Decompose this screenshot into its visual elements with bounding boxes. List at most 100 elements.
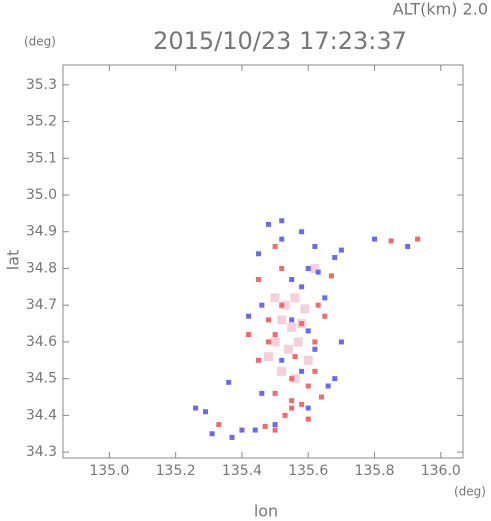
data-point — [272, 427, 278, 433]
data-point — [299, 229, 305, 235]
data-point — [305, 405, 311, 411]
data-point — [270, 337, 280, 347]
data-point — [310, 263, 320, 273]
data-point — [256, 357, 262, 363]
y-tick-label: 34.5 — [26, 371, 57, 387]
x-tick-label: 136.0 — [421, 463, 461, 479]
data-point — [328, 273, 334, 279]
y-axis-label: lat — [4, 250, 23, 271]
x-axis-label: lon — [254, 502, 278, 521]
data-point — [272, 332, 278, 338]
data-point — [312, 243, 318, 249]
data-point — [259, 390, 265, 396]
data-point — [312, 368, 318, 374]
data-point — [262, 423, 268, 429]
data-point — [299, 321, 305, 327]
data-point — [216, 422, 222, 428]
data-point — [315, 302, 321, 308]
data-point — [312, 339, 318, 345]
y-tick-label: 34.6 — [26, 334, 57, 350]
data-point — [256, 251, 262, 257]
x-tick-label: 135.6 — [288, 463, 328, 479]
data-point — [279, 357, 285, 363]
data-point — [338, 339, 344, 345]
data-point — [279, 218, 285, 224]
data-point — [325, 383, 331, 389]
data-point — [318, 394, 324, 400]
data-point — [305, 416, 311, 422]
data-point — [312, 346, 318, 352]
y-tick-label: 34.8 — [26, 260, 57, 276]
data-point — [265, 339, 271, 345]
data-point — [272, 422, 278, 428]
data-point — [270, 293, 280, 303]
data-point — [252, 427, 258, 433]
data-point — [388, 238, 394, 244]
data-point — [282, 412, 288, 418]
plot-frame — [62, 64, 464, 459]
data-point — [277, 315, 287, 325]
data-point — [283, 344, 293, 354]
y-tick-label: 34.4 — [26, 407, 57, 423]
data-point — [289, 398, 295, 404]
y-unit: (deg) — [24, 35, 56, 49]
data-point — [265, 317, 271, 323]
data-point — [193, 405, 199, 411]
y-tick-label: 34.9 — [26, 224, 57, 240]
y-tick-label: 34.7 — [26, 297, 57, 313]
data-point — [277, 366, 287, 376]
data-point — [246, 313, 252, 319]
y-tick-label: 35.3 — [26, 77, 57, 93]
x-unit: (deg) — [454, 485, 486, 499]
data-point — [290, 293, 300, 303]
data-point — [259, 302, 265, 308]
data-point — [287, 322, 297, 332]
data-point — [289, 376, 295, 382]
y-tick-label: 35.2 — [26, 114, 57, 130]
x-tick-label: 135.2 — [156, 463, 196, 479]
data-point — [263, 352, 273, 362]
data-point — [293, 337, 303, 347]
y-tick-label: 35.1 — [26, 150, 57, 166]
x-tick-label: 135.0 — [89, 463, 129, 479]
y-tick-label: 35.0 — [26, 187, 57, 203]
data-point — [332, 254, 338, 260]
data-point — [405, 243, 411, 249]
data-point — [305, 383, 311, 389]
data-point — [290, 374, 300, 384]
data-point — [289, 276, 295, 282]
data-point — [415, 236, 421, 242]
data-point — [272, 390, 278, 396]
data-point — [289, 405, 295, 411]
data-point — [289, 317, 295, 323]
data-point — [203, 409, 209, 415]
x-tick-label: 135.4 — [222, 463, 262, 479]
data-point — [322, 295, 328, 301]
data-point — [272, 243, 278, 249]
data-point — [300, 304, 310, 314]
data-point — [279, 236, 285, 242]
altitude-label: ALT(km) 2.0 — [393, 0, 488, 19]
data-point — [305, 265, 311, 271]
data-point — [279, 265, 285, 271]
chart-title: 2015/10/23 17:23:37 — [153, 27, 407, 55]
data-point — [209, 431, 215, 437]
data-point — [246, 332, 252, 338]
data-point — [299, 368, 305, 374]
data-point — [303, 355, 313, 365]
data-point — [292, 354, 298, 360]
data-point — [279, 302, 285, 308]
data-point — [239, 427, 245, 433]
data-point — [299, 284, 305, 290]
data-point — [280, 300, 290, 310]
data-point — [305, 328, 311, 334]
data-point — [338, 247, 344, 253]
y-tick-label: 34.3 — [26, 444, 57, 460]
x-tick-label: 135.8 — [354, 463, 394, 479]
data-point — [265, 221, 271, 227]
data-point — [299, 401, 305, 407]
data-point — [372, 236, 378, 242]
data-point — [315, 269, 321, 275]
data-point — [226, 379, 232, 385]
